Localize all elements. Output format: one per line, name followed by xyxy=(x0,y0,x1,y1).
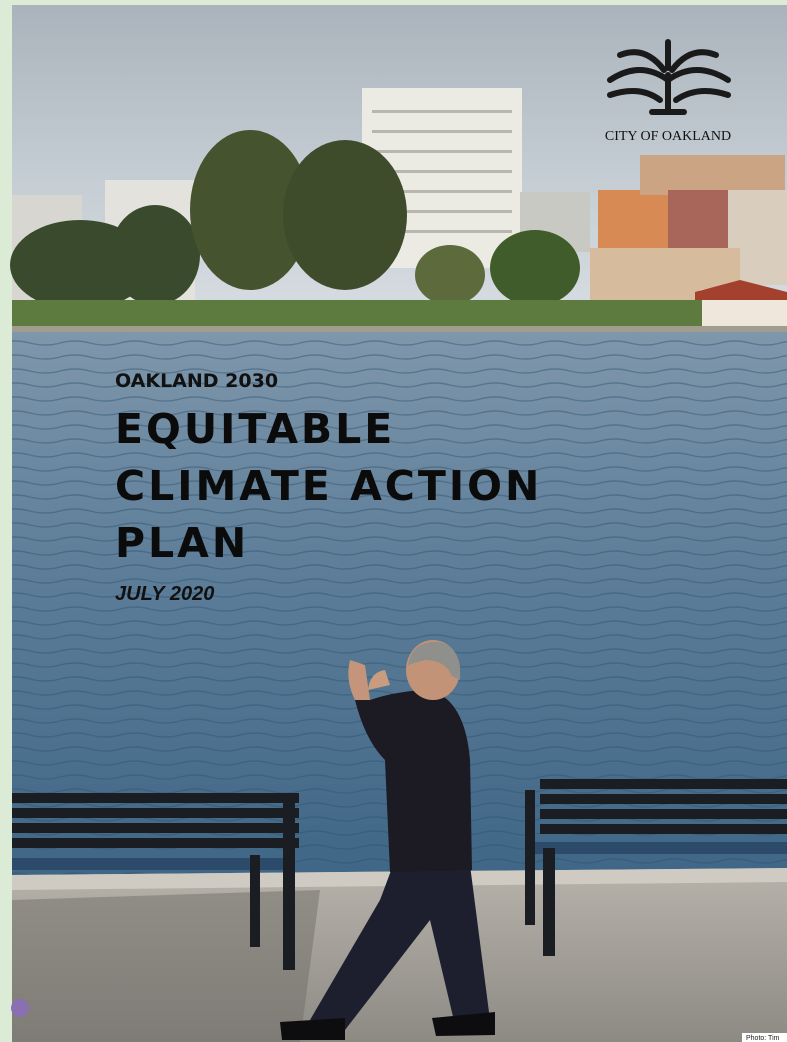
flower xyxy=(11,999,29,1017)
title-line: EQUITABLE xyxy=(115,405,395,453)
title-line: PLAN xyxy=(115,519,249,567)
shoreline xyxy=(12,300,702,330)
title-line: CLIMATE ACTION xyxy=(115,462,542,510)
kicker: OAKLAND 2030 xyxy=(115,370,278,392)
cover-page: CITY OF OAKLAND OAKLAND 2030 EQUITABLE C… xyxy=(0,0,787,1042)
photo-credit: Photo: Tim xyxy=(746,1035,780,1042)
page: {"logo": {"text": "CITY OF OAKLAND"}, "c… xyxy=(0,0,787,1042)
date: JULY 2020 xyxy=(115,583,214,605)
logo-text: CITY OF OAKLAND xyxy=(605,129,731,144)
